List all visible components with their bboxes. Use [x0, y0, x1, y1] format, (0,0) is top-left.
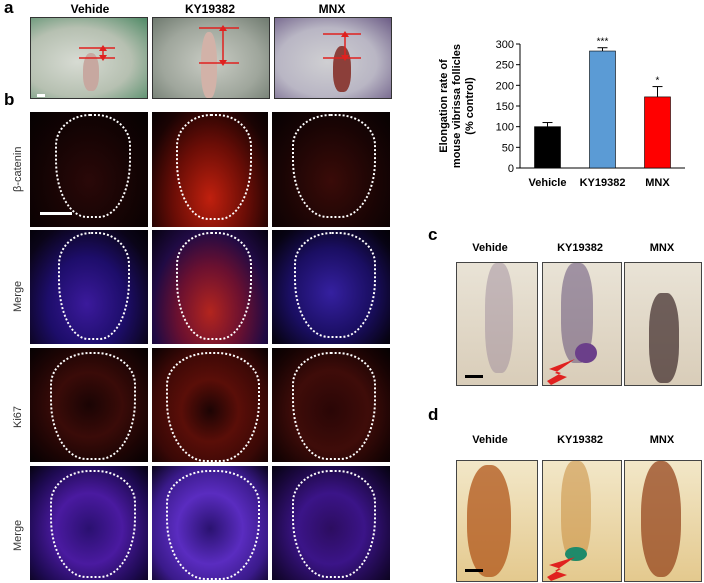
bar-ky19382: [589, 50, 616, 169]
panel-c-header-mnx: MNX: [649, 242, 675, 254]
panel-d-ky19382-photo: [542, 460, 622, 582]
y-tick-label: 150: [496, 101, 514, 113]
panel-c-header-ky19382: KY19382: [557, 242, 603, 254]
y-axis-label: mouse vibrissa follicles: [451, 44, 463, 168]
panel-b-beta-catenin-ky19382: [152, 112, 268, 227]
y-tick-label: 300: [496, 39, 514, 51]
elongation-marker: [79, 45, 115, 61]
bar-vehicle: [534, 126, 561, 169]
y-tick-label: 250: [496, 60, 514, 72]
panel-a-vehicle-photo: [30, 17, 148, 99]
y-tick-label: 200: [496, 80, 514, 92]
row-label-ki67: Ki67: [12, 405, 24, 428]
scale-bar: [465, 375, 483, 378]
y-tick-label: 50: [502, 142, 514, 154]
panel-c-label: c: [428, 225, 438, 244]
column-header-vehicle: Vehide: [70, 2, 110, 16]
panel-c-mnx-photo: [624, 262, 702, 386]
x-tick-label: Vehicle: [529, 177, 567, 189]
scale-bar: [37, 94, 45, 97]
panel-d-header-ky19382: KY19382: [557, 434, 603, 446]
panel-d-label: d: [428, 405, 439, 424]
row-label-beta-catenin: β-catenin: [12, 146, 24, 192]
panel-a-ky19382-photo: [152, 17, 270, 99]
red-arrow-icon: [547, 557, 575, 581]
x-tick-label: MNX: [645, 177, 670, 189]
y-tick-label: 0: [508, 163, 514, 175]
bar-mnx: [644, 96, 671, 169]
y-axis-label: Elongation rate of: [438, 59, 450, 153]
panel-b-ki67-ky19382: [152, 348, 268, 462]
panel-c-vehicle-photo: [456, 262, 538, 386]
red-arrow-icon: [547, 359, 575, 385]
panel-c-ky19382-photo: [542, 262, 622, 386]
row-label-merge-1: Merge: [12, 280, 24, 312]
panel-d-header-mnx: MNX: [649, 434, 675, 446]
column-header-mnx: MNX: [318, 2, 346, 16]
y-axis-label: (% control): [464, 77, 476, 135]
panel-b-label: b: [4, 90, 15, 109]
row-label-merge-2: Merge: [12, 519, 24, 551]
panel-b-ki67-vehicle: [30, 348, 148, 462]
significance-marker: ***: [597, 37, 609, 48]
elongation-marker: [199, 25, 239, 66]
scale-bar: [40, 212, 72, 215]
panel-d-vehicle-photo: [456, 460, 538, 582]
panel-b-merge2-mnx: [272, 466, 390, 580]
column-header-ky19382: KY19382: [184, 2, 236, 16]
panel-a-mnx-photo: [274, 17, 392, 99]
panel-d-header-vehicle: Vehide: [472, 434, 508, 446]
panel-c-header-vehicle: Vehide: [472, 242, 508, 254]
y-tick-label: 100: [496, 122, 514, 134]
panel-d-mnx-photo: [624, 460, 702, 582]
panel-b-beta-catenin-vehicle: [30, 112, 148, 227]
panel-b-merge1-ky19382: [152, 230, 268, 344]
panel-b-beta-catenin-mnx: [272, 112, 390, 227]
panel-b-merge2-vehicle: [30, 466, 148, 580]
panel-b-ki67-mnx: [272, 348, 390, 462]
panel-b-merge1-vehicle: [30, 230, 148, 344]
significance-marker: *: [656, 76, 660, 87]
x-tick-label: KY19382: [580, 177, 626, 189]
panel-b-merge2-ky19382: [152, 466, 268, 580]
panel-b-merge1-mnx: [272, 230, 390, 344]
panel-a-label: a: [4, 0, 14, 17]
elongation-marker: [323, 31, 361, 61]
elongation-bar-chart: 0 50 100 150 200 250 300 Elongation rate of mous…: [438, 37, 685, 189]
scale-bar: [465, 569, 483, 572]
